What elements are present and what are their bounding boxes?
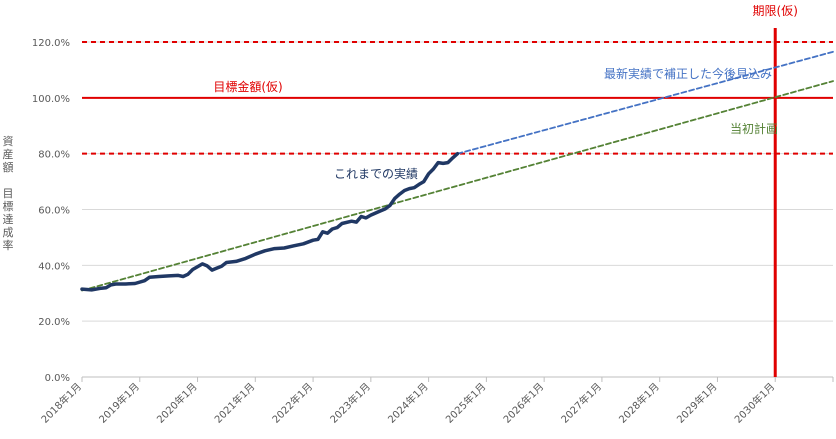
- x-tick-label: 2030年1月: [732, 380, 778, 426]
- actual-series-label: これまでの実績: [334, 166, 418, 181]
- series-line: [80, 151, 460, 292]
- x-tick-label: 2021年1月: [212, 380, 258, 426]
- deadline-label: 期限(仮): [753, 4, 798, 18]
- y-tick-label: 20.0%: [38, 317, 70, 328]
- y-axis-label: 資産額 目標達成率: [2, 135, 14, 252]
- y-tick-label: 80.0%: [38, 150, 70, 161]
- grid-lines: [82, 41, 833, 378]
- x-tick-label: 2018年1月: [38, 380, 84, 426]
- x-tick-label: 2028年1月: [616, 380, 662, 426]
- y-tick-labels: 0.0% 20.0% 40.0% 60.0% 80.0% 100.0% 120.0%: [32, 38, 70, 384]
- reference-lines: [82, 28, 833, 377]
- x-tick-labels: 2018年1月 2019年1月 2020年1月 2021年1月 2022年1月 2023年…: [38, 377, 834, 426]
- x-tick-label: 2024年1月: [385, 380, 431, 426]
- y-tick-label: 120.0%: [32, 38, 70, 49]
- x-tick-label: 2019年1月: [96, 380, 142, 426]
- x-tick-label: 2023年1月: [327, 380, 373, 426]
- x-tick-label: 2025年1月: [443, 380, 489, 426]
- target-label: 目標金額(仮): [213, 79, 282, 94]
- y-tick-label: 60.0%: [38, 206, 70, 217]
- plan-series-label: 当初計画: [730, 121, 778, 136]
- y-tick-label: 100.0%: [32, 94, 70, 105]
- forecast-series-label: 最新実績で補正した今後見込み: [604, 66, 772, 81]
- x-tick-label: 2029年1月: [674, 380, 720, 426]
- series-lines: [80, 50, 834, 292]
- x-tick-label: 2027年1月: [558, 380, 604, 426]
- y-tick-label: 0.0%: [45, 373, 70, 384]
- x-tick-label: 2020年1月: [154, 380, 200, 426]
- series-line: [81, 80, 834, 292]
- series-line: [456, 50, 834, 155]
- x-tick-label: 2026年1月: [500, 380, 546, 426]
- y-tick-label: 40.0%: [38, 261, 70, 272]
- x-tick-label: 2022年1月: [269, 380, 315, 426]
